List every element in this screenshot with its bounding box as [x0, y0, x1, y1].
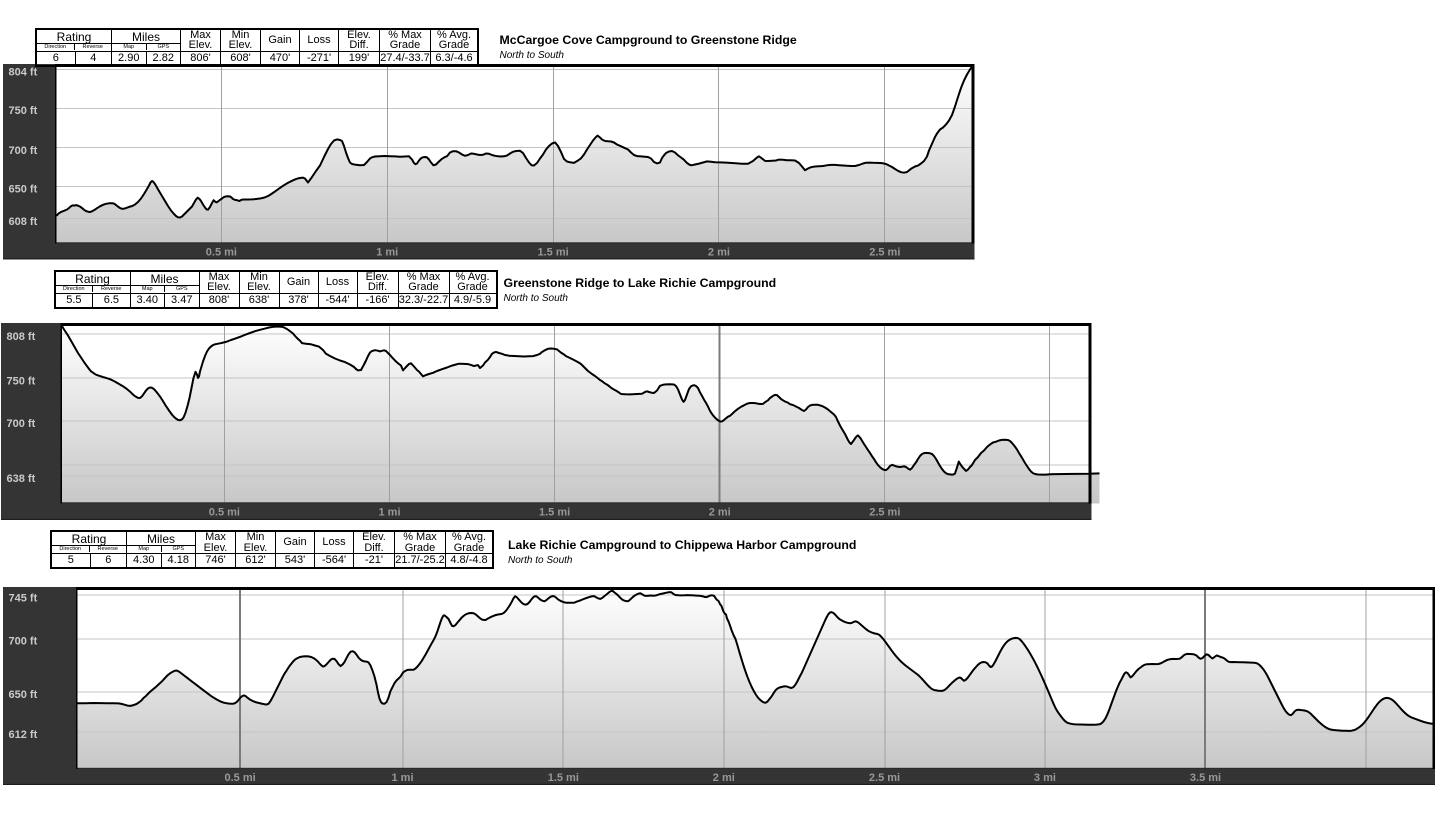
svg-text:0.5 mi: 0.5 mi [224, 772, 255, 784]
svg-text:0.5 mi: 0.5 mi [206, 247, 237, 259]
svg-text:2.5 mi: 2.5 mi [869, 247, 900, 259]
svg-text:1 mi: 1 mi [376, 247, 398, 259]
svg-text:2.5 mi: 2.5 mi [868, 772, 899, 784]
svg-text:2 mi: 2 mi [708, 247, 730, 259]
svg-text:700 ft: 700 ft [7, 417, 36, 429]
svg-text:700 ft: 700 ft [8, 635, 37, 647]
svg-text:745 ft: 745 ft [8, 592, 37, 604]
svg-text:638 ft: 638 ft [7, 473, 36, 485]
svg-text:612 ft: 612 ft [8, 729, 37, 741]
svg-text:650 ft: 650 ft [8, 688, 37, 700]
svg-text:2 mi: 2 mi [709, 506, 731, 518]
svg-text:1.5 mi: 1.5 mi [538, 247, 569, 259]
svg-text:0.5 mi: 0.5 mi [209, 506, 240, 518]
svg-text:1 mi: 1 mi [378, 506, 400, 518]
svg-text:750 ft: 750 ft [9, 105, 38, 117]
svg-text:700 ft: 700 ft [9, 145, 38, 157]
svg-text:1.5 mi: 1.5 mi [539, 506, 570, 518]
svg-text:3.5 mi: 3.5 mi [1189, 772, 1220, 784]
svg-text:1.5 mi: 1.5 mi [547, 772, 578, 784]
svg-text:2.5 mi: 2.5 mi [869, 506, 900, 518]
svg-text:1 mi: 1 mi [391, 772, 413, 784]
svg-text:804 ft: 804 ft [9, 67, 38, 79]
svg-text:750 ft: 750 ft [7, 375, 36, 387]
svg-text:2 mi: 2 mi [712, 772, 734, 784]
svg-text:650 ft: 650 ft [9, 184, 38, 196]
svg-text:608 ft: 608 ft [9, 216, 38, 228]
svg-text:3 mi: 3 mi [1033, 772, 1055, 784]
svg-text:808 ft: 808 ft [7, 331, 36, 343]
